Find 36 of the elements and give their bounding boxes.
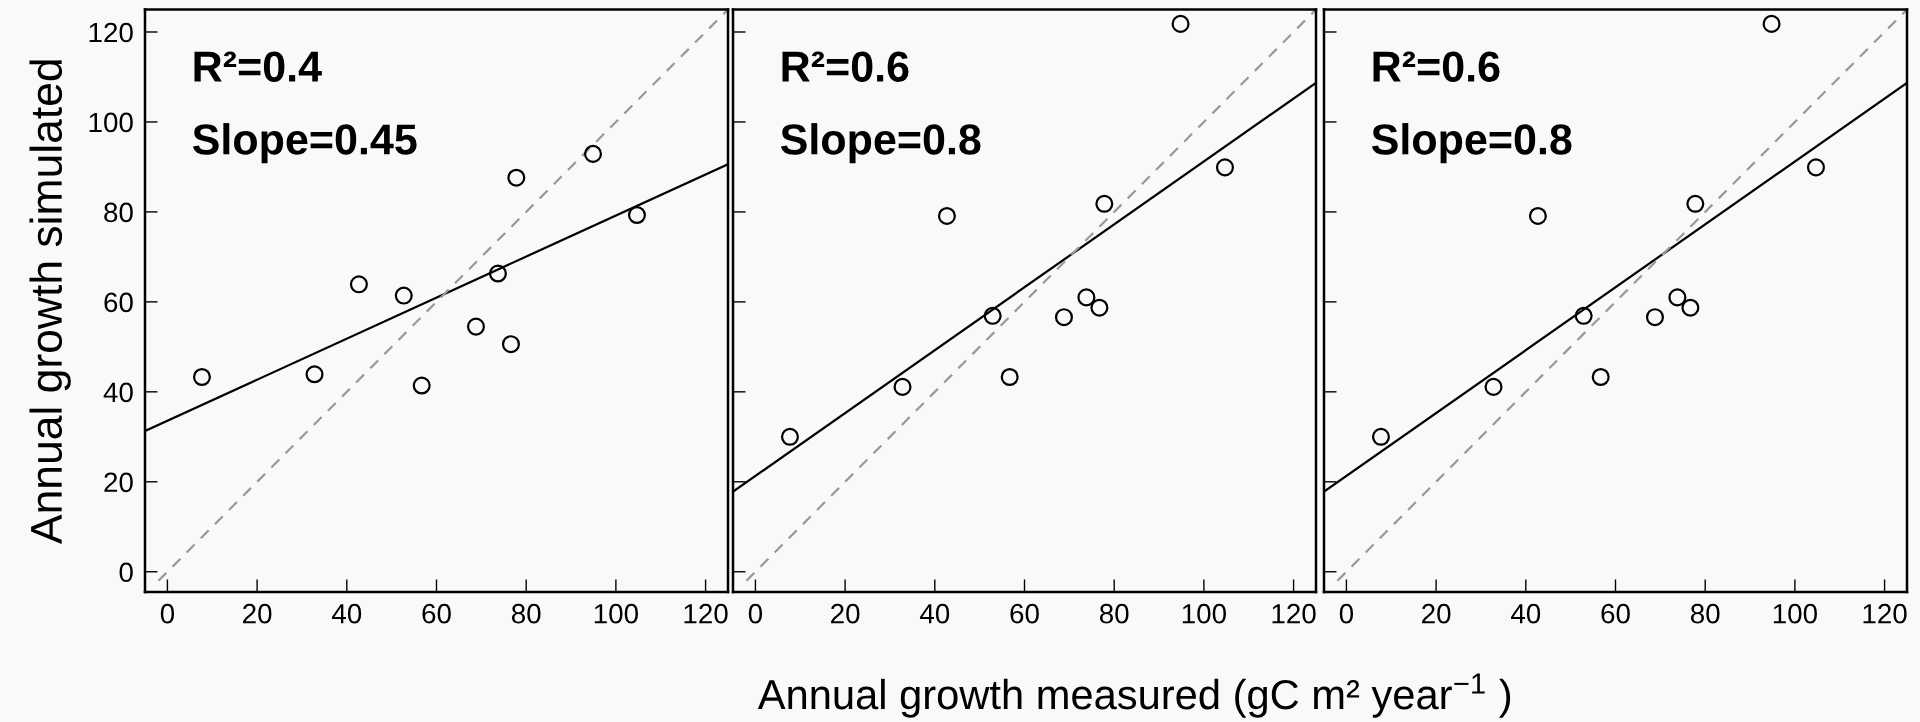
annotation: R²=0.6 [1373, 51, 1500, 82]
annotation: R²=0.4 [194, 51, 322, 82]
x-tick-label: 120 [684, 603, 728, 624]
x-tick-label: 100 [594, 603, 638, 624]
annotation: Slope=0.8 [1371, 123, 1572, 164]
x-tick-label: 20 [1422, 603, 1451, 624]
x-tick-label: 80 [511, 603, 541, 624]
y-tick-label: 0 [119, 562, 133, 583]
annotation: Slope=0.8 [780, 123, 981, 164]
y-tick-label: 100 [89, 112, 133, 133]
x-tick-label: 40 [1511, 603, 1541, 624]
x-tick-label: 40 [332, 603, 362, 624]
x-tick-label: 0 [160, 603, 175, 624]
x-tick-label: 120 [1863, 603, 1907, 624]
x-tick-label: 40 [920, 603, 950, 624]
y-tick-label: 60 [104, 292, 133, 313]
x-tick-label: 100 [1182, 603, 1226, 624]
x-tick-label: 60 [422, 603, 451, 624]
x-tick-label: 80 [1099, 603, 1129, 624]
y-axis-title: Annual growth simulated [29, 60, 71, 544]
x-tick-label: 80 [1690, 603, 1720, 624]
annotation: Slope=0.45 [192, 123, 417, 164]
x-tick-label: 20 [243, 603, 272, 624]
y-tick-label: 20 [104, 472, 133, 493]
y-tick-label: 40 [103, 382, 133, 403]
x-tick-label: 0 [1339, 603, 1354, 624]
x-tick-label: 60 [1010, 603, 1039, 624]
x-tick-label: 60 [1601, 603, 1630, 624]
y-tick-label: 80 [104, 202, 133, 223]
x-tick-label: 120 [1272, 603, 1316, 624]
x-tick-label: 20 [831, 603, 860, 624]
annotation: R²=0.6 [782, 51, 909, 82]
x-axis-title: Annual growth measured (gC m² year$^{−1}$ ) [757, 673, 1511, 718]
x-tick-label: 0 [748, 603, 763, 624]
x-tick-label: 100 [1773, 603, 1817, 624]
y-tick-label: 120 [89, 22, 133, 43]
